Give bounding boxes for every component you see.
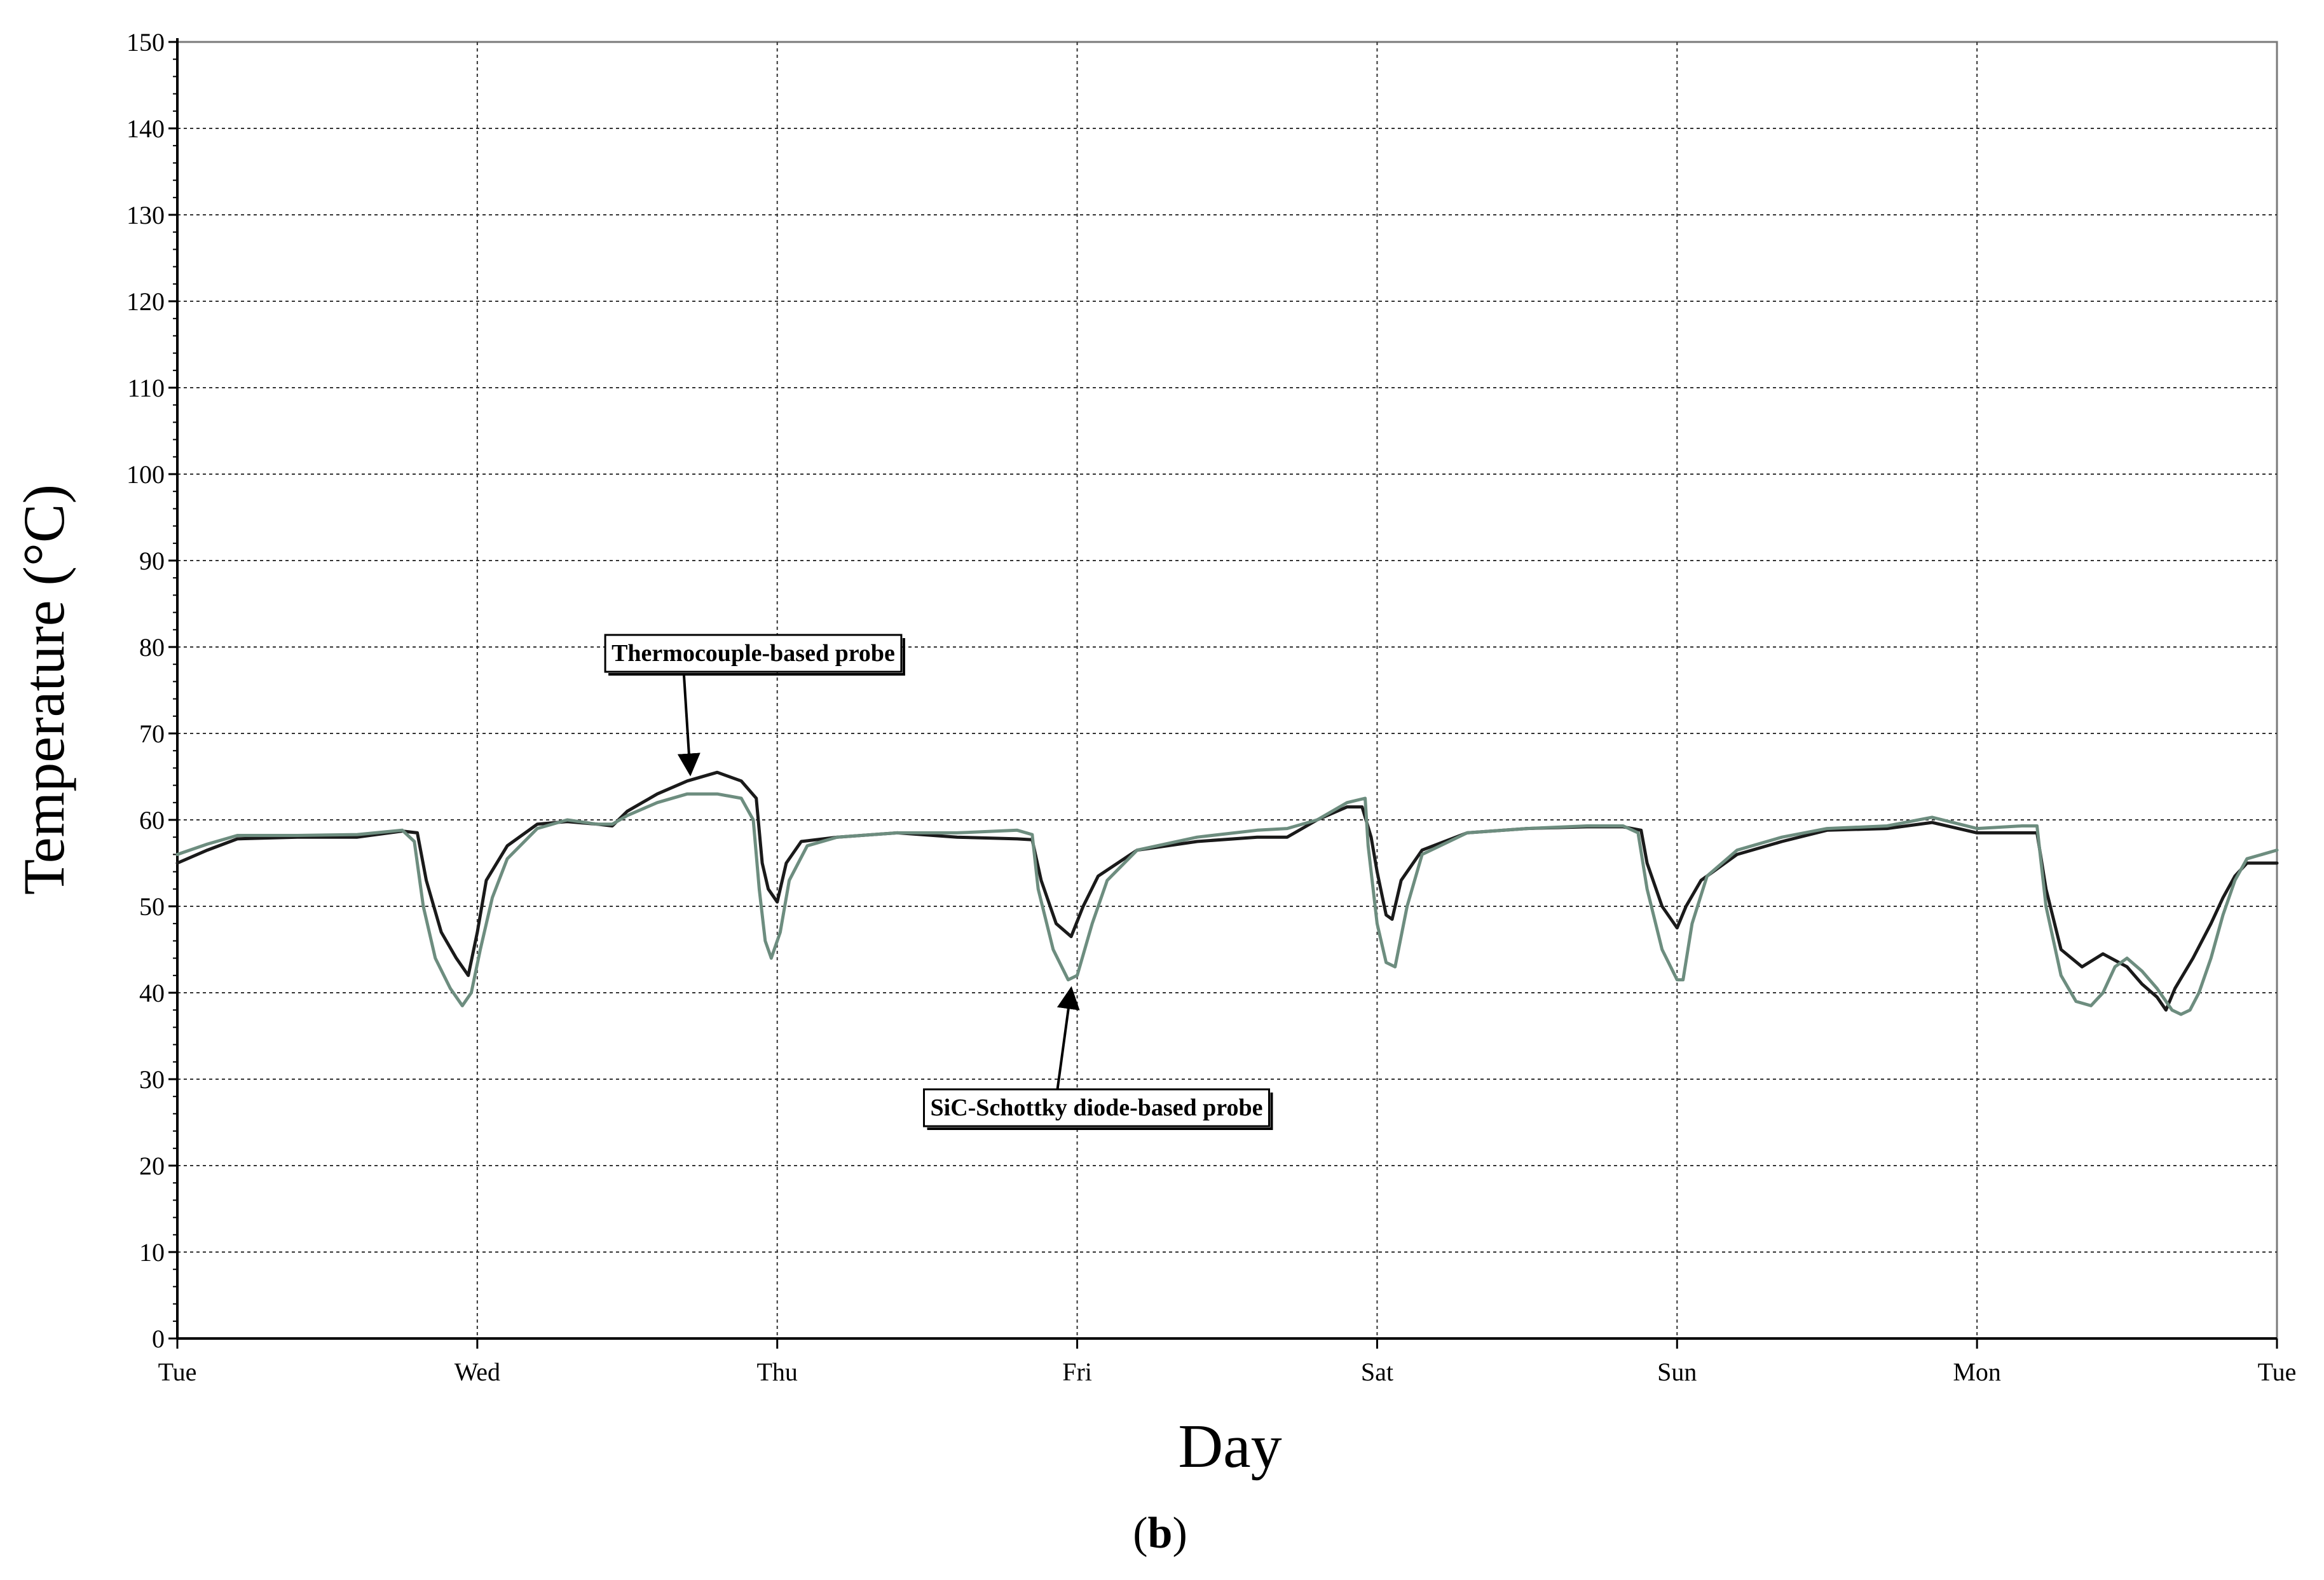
x-tick-label: Tue <box>2258 1358 2297 1386</box>
x-tick-label: Sat <box>1361 1358 1393 1386</box>
annotation-arrow <box>1056 986 1080 1090</box>
y-tick-label: 90 <box>139 547 165 575</box>
x-tick-label: Fri <box>1062 1358 1092 1386</box>
series-line-2 <box>175 792 2279 1016</box>
y-tick-label: 10 <box>139 1238 165 1267</box>
y-tick-label: 70 <box>139 719 165 748</box>
grid <box>176 41 2278 1340</box>
annotation-1: Thermocouple-based probe <box>604 634 905 777</box>
y-tick-label: 20 <box>139 1152 165 1180</box>
annotation-box <box>604 634 903 673</box>
x-tick-label: Mon <box>1953 1358 2001 1386</box>
y-tick-label: 80 <box>139 633 165 662</box>
series-line-1 <box>175 770 2279 1012</box>
annotation-box <box>923 1088 1270 1127</box>
annotation-2: SiC-Schottky diode-based probe <box>923 986 1273 1130</box>
y-axis-title: Temperature (°C) <box>11 484 76 895</box>
axes: 0 10 20 30 40 50 60 70 80 90 100 110 120 130 140 150 Tue… <box>126 28 2296 1386</box>
panel-label-close: ) <box>1172 1509 1187 1558</box>
y-tick-label: 130 <box>126 201 165 229</box>
x-tick-label: Wed <box>455 1358 500 1386</box>
series-group <box>175 770 2279 1016</box>
y-tick-label: 50 <box>139 892 165 921</box>
y-tick-label: 0 <box>152 1325 165 1353</box>
y-tick-label: 110 <box>127 374 165 402</box>
x-axis-title: Day <box>1178 1412 1282 1481</box>
x-tick-label: Thu <box>756 1358 797 1386</box>
y-tick-label: 40 <box>139 979 165 1007</box>
x-tick-label: Sun <box>1657 1358 1697 1386</box>
y-tick-label: 140 <box>126 114 165 143</box>
annotation-box-shadow <box>608 638 905 676</box>
panel-label: (b) <box>1133 1509 1187 1558</box>
y-tick-label: 150 <box>126 28 165 57</box>
annotation-arrow <box>677 674 701 777</box>
panel-label-open: ( <box>1133 1509 1147 1558</box>
annotation-box-shadow <box>927 1093 1273 1130</box>
x-tick-label: Tue <box>158 1358 197 1386</box>
annotation-label: Thermocouple-based probe <box>612 640 895 667</box>
y-tick-label: 100 <box>126 460 165 489</box>
plot-area <box>176 41 2278 1340</box>
panel-label-letter: b <box>1148 1509 1173 1558</box>
annotations: Thermocouple-based probe SiC-Schottky dio… <box>604 634 1273 1130</box>
y-tick-label: 60 <box>139 806 165 834</box>
y-tick-label: 120 <box>126 287 165 316</box>
annotation-label: SiC-Schottky diode-based probe <box>931 1094 1263 1121</box>
y-tick-label: 30 <box>139 1065 165 1094</box>
